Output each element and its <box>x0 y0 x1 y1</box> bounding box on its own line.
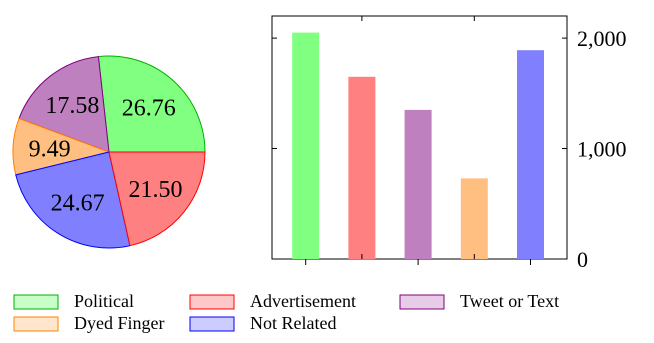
legend-label-not-related: Not Related <box>250 313 336 333</box>
legend-swatch-not-related <box>189 316 235 332</box>
pie-chart: 26.76 17.58 9.49 24.67 21.50 <box>12 55 206 249</box>
y-tick-label: 2,000 <box>577 26 627 51</box>
pie-label-advertisement: 21.50 <box>129 177 183 203</box>
pie-slice-advertisement <box>108 151 206 247</box>
pie-slice-tweet-or-text <box>18 56 110 153</box>
bar-tweet-or-text <box>404 109 432 260</box>
legend-label-tweet-or-text: Tweet or Text <box>460 291 559 311</box>
pie-label-not-related: 24.67 <box>51 191 105 217</box>
y-tick-label: 0 <box>577 247 588 272</box>
legend: Political Advertisement Tweet or Text Dyed … <box>13 291 559 333</box>
pie-slice-not-related <box>15 151 131 249</box>
legend-label-advertisement: Advertisement <box>250 291 356 311</box>
pie-label-dyed-finger: 9.49 <box>29 137 71 163</box>
bar-dyed-finger <box>460 178 488 259</box>
bar-advertisement <box>348 76 376 260</box>
pie-slice-political <box>97 55 206 153</box>
y-tick-label: 1,000 <box>577 137 627 162</box>
legend-swatch-advertisement <box>189 294 235 310</box>
legend-swatch-tweet-or-text <box>399 294 445 310</box>
pie-label-tweet-or-text: 17.58 <box>45 93 99 119</box>
pie-label-political: 26.76 <box>122 96 176 122</box>
legend-swatch-political <box>13 294 59 310</box>
bar-political <box>292 32 320 259</box>
legend-label-political: Political <box>74 291 134 311</box>
legend-swatch-dyed-finger <box>13 316 59 332</box>
bar-chart: 0 1,000 2,000 <box>271 15 627 272</box>
bar-not-related <box>517 50 544 260</box>
legend-label-dyed-finger: Dyed Finger <box>74 313 164 333</box>
